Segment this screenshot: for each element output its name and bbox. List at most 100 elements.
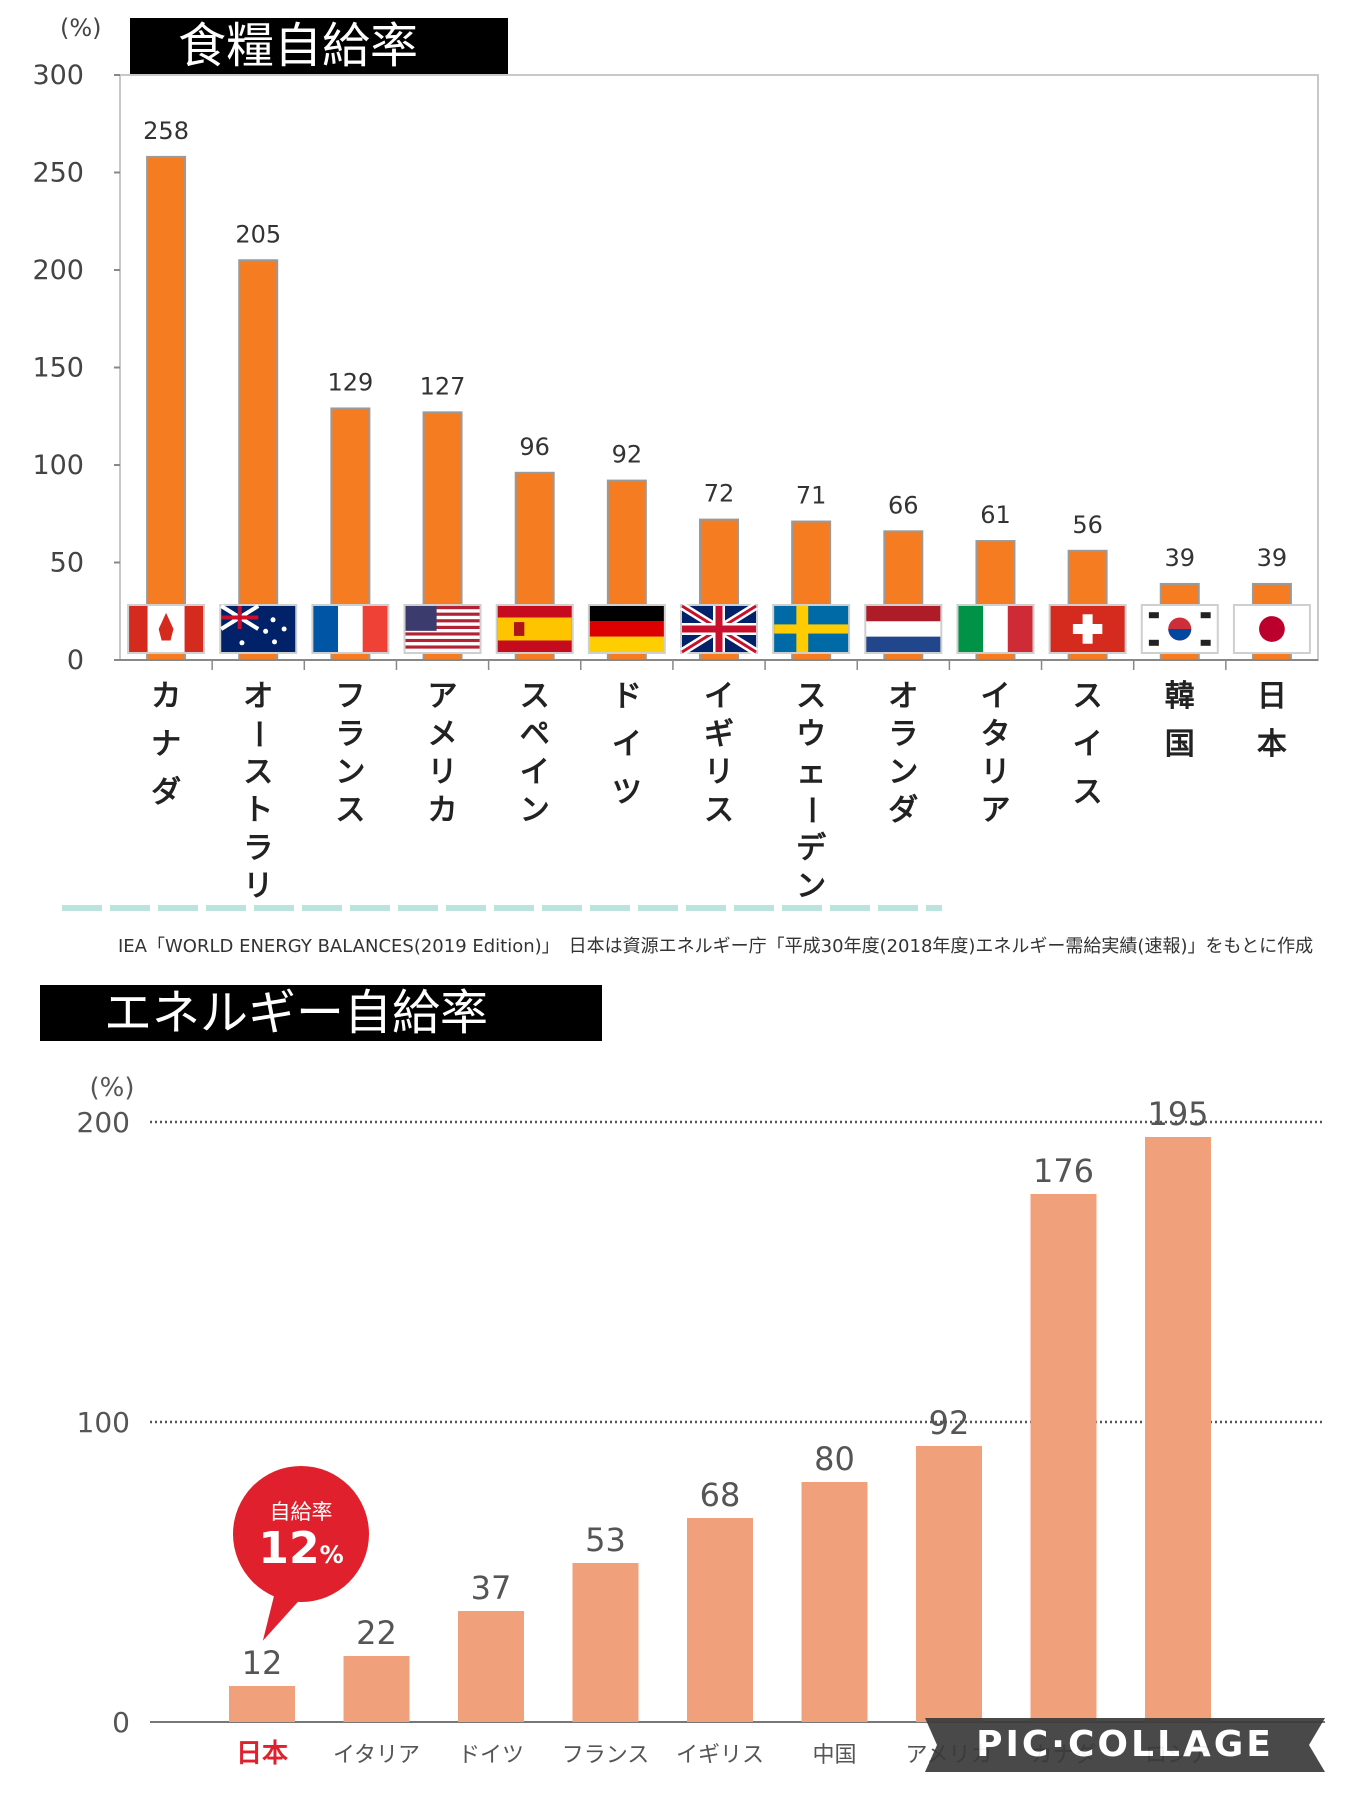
usa-flag-icon (403, 604, 482, 654)
svg-text:デ: デ (796, 831, 827, 866)
svg-text:ン: ン (335, 755, 365, 790)
x-category-label: ドイツ (612, 679, 642, 810)
svg-text:ス: ス (704, 793, 734, 828)
svg-text:メ: メ (428, 717, 458, 752)
svg-text:ー: ー (240, 719, 275, 749)
data-label: 37 (471, 1569, 512, 1607)
svg-text:ス: ス (796, 679, 826, 714)
bar (687, 1518, 753, 1722)
svg-text:ツ: ツ (612, 775, 642, 810)
svg-text:イ: イ (704, 679, 734, 714)
svg-text:ン: ン (796, 869, 826, 900)
svg-text:リ: リ (243, 869, 273, 900)
x-category-label: カナダ (151, 679, 181, 810)
data-label: 12 (242, 1644, 283, 1682)
japan-callout-badge: 自給率 12% (233, 1466, 369, 1602)
y-tick-label: 150 (32, 353, 84, 384)
data-label: 56 (1072, 511, 1103, 539)
switzerland-flag-icon (1048, 604, 1127, 654)
korea-flag-icon (1140, 604, 1219, 654)
svg-text:ナ: ナ (151, 727, 181, 762)
y-tick-label: 100 (32, 450, 84, 481)
data-label: 61 (980, 501, 1011, 529)
svg-text:ド: ド (612, 679, 642, 714)
energy-chart-title: エネルギー自給率 (40, 985, 602, 1041)
svg-text:ン: ン (888, 755, 918, 790)
svg-text:フ: フ (335, 679, 365, 714)
svg-text:ペ: ペ (520, 717, 550, 752)
x-category-label: フランス (335, 679, 365, 828)
x-category-label: 日本 (1257, 679, 1287, 762)
germany-flag-icon (587, 604, 666, 654)
bar (572, 1563, 639, 1722)
svg-text:イ: イ (520, 755, 550, 790)
svg-text:韓: 韓 (1165, 679, 1195, 714)
svg-text:ダ: ダ (888, 793, 918, 828)
bar (1145, 1137, 1211, 1722)
data-label: 205 (235, 220, 281, 248)
food-self-sufficiency-chart: (%)050100150200250300258カナダ205オーストラリア129… (32, 14, 1319, 900)
data-label: 71 (796, 482, 827, 510)
y-tick-label: 0 (112, 1706, 130, 1739)
x-category-label: イギリス (704, 679, 734, 828)
svg-text:イ: イ (612, 727, 642, 762)
australia-flag-icon (219, 604, 298, 654)
bar (146, 155, 187, 661)
svg-text:リ: リ (980, 755, 1010, 790)
x-category-label: 日本 (236, 1739, 288, 1769)
svg-text:ス: ス (1073, 679, 1103, 714)
x-category-label: フランス (562, 1743, 650, 1768)
x-category-label: イギリス (676, 1743, 764, 1768)
bar (458, 1611, 524, 1722)
svg-text:ス: ス (1073, 775, 1103, 810)
data-label: 72 (704, 480, 735, 508)
food-chart-title: 食糧自給率 (130, 18, 508, 74)
svg-text:ラ: ラ (335, 717, 365, 752)
netherlands-flag-icon (864, 604, 943, 654)
svg-text:イ: イ (1073, 727, 1103, 762)
y-axis-unit: (%) (90, 1073, 135, 1103)
sweden-flag-icon (772, 604, 851, 654)
x-category-label: スイス (1073, 679, 1103, 810)
bar (801, 1482, 868, 1722)
y-tick-label: 0 (67, 645, 84, 676)
y-axis-unit: (%) (60, 14, 102, 42)
data-label: 22 (356, 1614, 397, 1652)
data-label: 127 (420, 372, 466, 400)
svg-text:ダ: ダ (151, 775, 181, 810)
data-label: 195 (1147, 1095, 1208, 1133)
data-label: 66 (888, 491, 919, 519)
spain-flag-icon (495, 604, 574, 654)
japan-flag-icon (1232, 604, 1311, 654)
x-category-label: イタリア (333, 1743, 420, 1768)
y-tick-label: 200 (32, 255, 84, 286)
y-tick-label: 250 (32, 158, 84, 189)
data-label: 39 (1164, 544, 1195, 572)
svg-text:オ: オ (243, 679, 273, 714)
svg-text:本: 本 (1257, 727, 1287, 762)
data-label: 39 (1257, 544, 1288, 572)
svg-text:ン: ン (520, 793, 550, 828)
bar (343, 1656, 410, 1722)
canada-flag-icon (127, 604, 206, 654)
data-label: 92 (929, 1404, 970, 1442)
bar (1030, 1194, 1097, 1722)
data-label: 80 (814, 1440, 855, 1478)
y-tick-label: 200 (77, 1106, 130, 1139)
svg-text:ト: ト (243, 793, 273, 828)
y-tick-label: 300 (32, 60, 84, 91)
y-tick-label: 50 (50, 548, 84, 579)
data-label: 176 (1033, 1152, 1094, 1190)
svg-text:ア: ア (428, 679, 458, 714)
pic-collage-watermark: PIC·COLLAGE (925, 1718, 1325, 1772)
svg-text:リ: リ (704, 755, 734, 790)
svg-text:ウ: ウ (796, 717, 826, 752)
svg-text:ェ: ェ (796, 755, 826, 790)
y-tick-label: 100 (77, 1406, 130, 1439)
italy-flag-icon (956, 604, 1035, 654)
data-label: 92 (612, 441, 643, 469)
svg-text:ア: ア (980, 793, 1010, 828)
source-note: IEA「WORLD ENERGY BALANCES(2019 Edition)」… (118, 936, 1314, 957)
